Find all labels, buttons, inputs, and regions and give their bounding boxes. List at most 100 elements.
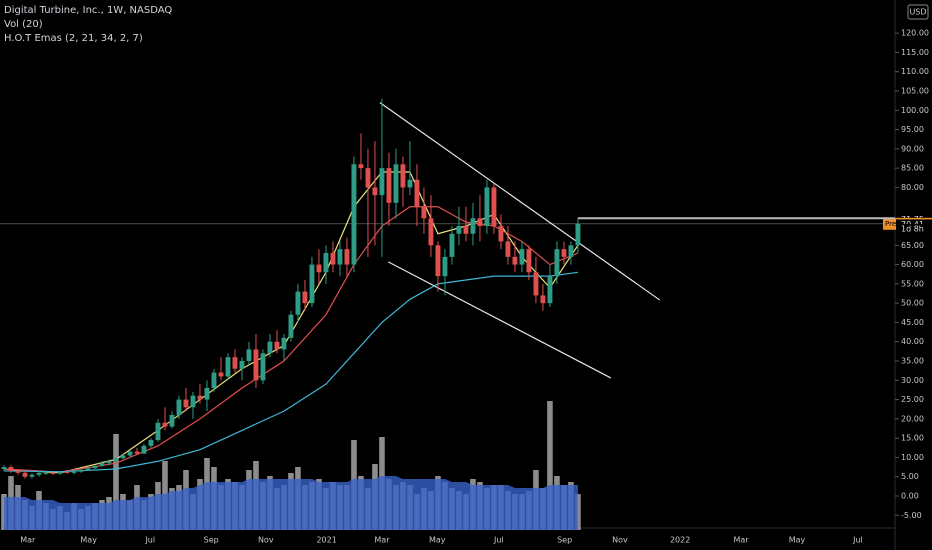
currency[interactable]: USD (909, 8, 926, 17)
candle-body (372, 187, 378, 196)
trendline (387, 261, 612, 379)
candle-body (78, 469, 84, 472)
candle-body (29, 474, 35, 477)
candle-body (120, 455, 126, 459)
candle-body (183, 399, 189, 408)
candle-body (106, 461, 112, 464)
symbol-title: Digital Turbine, Inc., 1W, NASDAQ (4, 5, 172, 16)
y-tick-label: 90.00 (901, 144, 924, 153)
candle-body (50, 472, 56, 474)
candle-body (43, 472, 49, 474)
candle-body (393, 164, 399, 203)
y-tick-label: 25.00 (901, 395, 924, 404)
candle-body (316, 264, 322, 273)
candle-body (477, 218, 483, 227)
x-tick-label: 2021 (316, 536, 336, 545)
candle-body (92, 465, 98, 469)
candle-body (225, 357, 231, 377)
price-tag-label: Pre (885, 220, 896, 228)
x-tick-label: Mar (733, 536, 749, 545)
x-tick-label: Sep (204, 536, 219, 545)
candle-body (197, 395, 203, 400)
price-box (896, 224, 932, 235)
candle-body (421, 206, 427, 219)
ema-label: H.O.T Emas (2, 21, 34, 2, 7) (4, 33, 143, 44)
candle-body (365, 168, 371, 188)
y-tick-label: 95.00 (901, 125, 924, 134)
candle-body (113, 458, 119, 462)
x-tick-label: Nov (612, 536, 628, 545)
x-tick-label: Jul (852, 536, 863, 545)
y-tick-label: 100.00 (901, 106, 929, 115)
x-tick-label: 2022 (670, 536, 690, 545)
candle-body (526, 249, 532, 273)
candle-body (57, 472, 63, 474)
candle-body (505, 241, 511, 257)
candle-body (15, 470, 21, 473)
candle-body (414, 179, 420, 207)
x-tick-label: May (789, 536, 806, 545)
candle-body (162, 422, 168, 427)
candle-body (344, 249, 350, 265)
candle-body (232, 357, 238, 369)
x-tick-label: Mar (20, 536, 36, 545)
candle-body (386, 168, 392, 203)
candle-body (246, 349, 252, 361)
candle-body (512, 256, 518, 265)
candle-body (288, 314, 294, 338)
candle-body (155, 422, 161, 441)
price-label: 1d 8h (901, 225, 924, 234)
y-tick-label: -5.00 (901, 511, 922, 520)
candle-body (281, 337, 287, 350)
candle-body (218, 372, 224, 377)
candle-body (470, 218, 476, 234)
candle-body (190, 395, 196, 408)
candle-body (449, 233, 455, 257)
candle-body (463, 226, 469, 234)
candle-body (267, 341, 273, 354)
candle-body (204, 387, 210, 400)
trendline (379, 102, 661, 301)
y-tick-label: 115.00 (901, 48, 929, 57)
candle-body (309, 264, 315, 304)
candle-body (295, 291, 301, 315)
candle-body (575, 223, 581, 246)
currency-box[interactable] (907, 4, 929, 20)
y-tick-label: 10.00 (901, 453, 924, 462)
x-tick-label: May (80, 536, 97, 545)
candle-body (169, 414, 175, 427)
candle-body (71, 471, 77, 473)
y-tick-label: 15.00 (901, 434, 924, 443)
candle-body (379, 168, 385, 196)
x-tick-label: May (429, 536, 446, 545)
candle-body (8, 467, 14, 471)
volume-bar (547, 401, 553, 530)
candle-body (239, 360, 245, 369)
candle-body (519, 249, 525, 265)
candle-body (351, 164, 357, 265)
y-tick-label: 105.00 (901, 87, 929, 96)
candle-body (85, 468, 91, 470)
candle-body (127, 451, 133, 456)
candle-body (554, 249, 560, 277)
y-tick-label: 0.00 (901, 491, 919, 500)
candle-body (456, 226, 462, 234)
y-tick-label: 65.00 (901, 241, 924, 250)
candle-body (491, 187, 497, 227)
candle-body (323, 253, 329, 273)
candle-body (330, 253, 336, 265)
y-tick-label: 55.00 (901, 279, 924, 288)
candle-body (99, 463, 105, 466)
y-tick-label: 60.00 (901, 260, 924, 269)
y-tick-label: 85.00 (901, 164, 924, 173)
candle-body (36, 472, 42, 475)
x-tick-label: Jul (493, 536, 504, 545)
candle-body (407, 179, 413, 188)
y-tick-label: 20.00 (901, 414, 924, 423)
candle-body (435, 245, 441, 277)
candle-body (547, 276, 553, 304)
x-tick-label: Jul (144, 536, 155, 545)
